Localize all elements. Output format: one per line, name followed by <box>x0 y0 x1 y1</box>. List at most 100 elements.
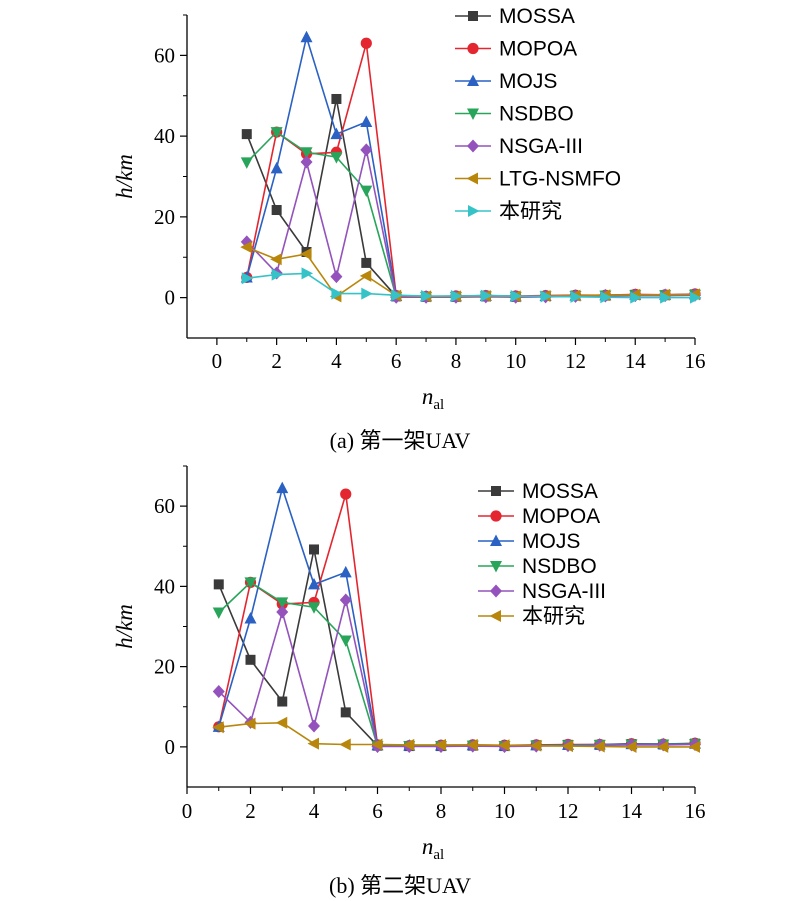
data-point <box>244 611 257 624</box>
y-axis-label: h/km <box>112 604 137 649</box>
data-point <box>300 147 313 159</box>
data-point <box>371 738 383 751</box>
data-point <box>308 602 320 614</box>
x-tick-label: 2 <box>271 349 282 373</box>
x-tick-label: 10 <box>505 349 526 373</box>
legend-marker <box>491 486 501 496</box>
series-line <box>246 98 696 298</box>
data-point <box>339 593 352 607</box>
data-point <box>308 719 320 733</box>
legend-marker <box>468 11 478 21</box>
data-point <box>241 272 254 285</box>
chart-panel-2: 0 2 4 6 8 10 12 14 16 0 20 40 60 h/km nal MOSSAMOPOAMOJ… <box>112 465 706 898</box>
data-point <box>480 289 493 302</box>
data-point <box>630 291 642 304</box>
data-point <box>360 115 373 127</box>
data-point <box>330 152 343 164</box>
data-point <box>307 737 319 750</box>
series-MOSSA <box>241 93 700 302</box>
x-tick-label: 10 <box>494 799 515 823</box>
legend-marker <box>490 584 502 598</box>
data-point <box>271 268 284 281</box>
data-point <box>421 290 433 303</box>
data-point <box>450 290 463 303</box>
legend-label: MOSSA <box>499 5 575 28</box>
x-tick-label: 8 <box>451 349 462 373</box>
figure-caption: (a) 第一架UAV <box>330 428 471 453</box>
legend-label: 本研究 <box>522 605 585 628</box>
series-NSGA-III <box>212 593 701 753</box>
y-tick-label: 0 <box>165 286 176 310</box>
data-point <box>340 707 351 718</box>
data-point <box>276 597 289 609</box>
data-point <box>660 291 672 304</box>
data-point <box>593 740 605 753</box>
data-point <box>240 241 252 254</box>
data-point <box>330 127 343 140</box>
data-point <box>359 269 372 282</box>
series-MOJS <box>212 481 701 751</box>
data-point <box>244 577 257 589</box>
data-point <box>529 739 542 752</box>
legend-marker <box>490 534 502 546</box>
x-tick-label: 12 <box>565 349 586 373</box>
data-point <box>339 565 352 578</box>
data-point <box>498 739 510 752</box>
x-tick-label: 4 <box>309 799 320 823</box>
legend-label: MOPOA <box>499 38 577 61</box>
data-point <box>361 287 373 300</box>
series-MOJS <box>240 30 701 302</box>
series-NSGA-III <box>240 143 701 304</box>
data-point <box>275 716 288 729</box>
x-tick-label: 8 <box>436 799 447 823</box>
y-axis-label: h/km <box>112 154 137 199</box>
legend-label: NSGA-III <box>499 135 583 158</box>
series-line <box>218 721 695 748</box>
data-point <box>244 717 256 730</box>
data-point <box>360 37 372 49</box>
x-tick-label: 0 <box>182 799 193 823</box>
data-point <box>300 30 313 43</box>
data-point <box>277 696 288 707</box>
data-point <box>340 488 352 500</box>
data-point <box>270 253 282 266</box>
data-point <box>245 654 256 665</box>
data-point <box>308 577 320 590</box>
data-point <box>213 579 224 590</box>
x-axis-label: nal <box>422 834 444 863</box>
data-point <box>360 185 373 198</box>
data-point <box>241 129 252 140</box>
series-本研究 <box>241 267 702 304</box>
legend: MOSSA MOPOA MOJS NSDBO NSGA-III LTG-NSMFO 本研究 <box>455 5 621 223</box>
data-point <box>360 143 373 157</box>
series-本研究 <box>212 716 700 753</box>
legend-marker <box>489 610 501 622</box>
data-point <box>625 740 637 753</box>
data-point <box>339 738 351 751</box>
series-line <box>218 493 696 747</box>
series-MOPOA <box>213 488 701 752</box>
data-point <box>540 290 553 303</box>
data-point <box>361 257 372 268</box>
legend-label: MOJS <box>522 530 580 553</box>
series-line <box>218 549 696 747</box>
data-point <box>510 290 523 303</box>
series-MOPOA <box>241 37 701 303</box>
data-point <box>656 740 669 753</box>
legend-label: MOJS <box>499 70 557 93</box>
data-point <box>240 157 253 169</box>
x-tick-label: 6 <box>391 349 402 373</box>
legend-label: 本研究 <box>499 200 562 223</box>
series-line <box>246 34 696 298</box>
data-point <box>270 127 283 139</box>
y-tick-label: 60 <box>154 43 175 67</box>
data-point <box>402 738 415 751</box>
data-point <box>331 93 342 104</box>
figure-caption: (b) 第二架UAV <box>329 873 471 898</box>
legend-marker <box>467 108 479 120</box>
data-point <box>331 287 343 300</box>
x-tick-label: 16 <box>685 799 706 823</box>
data-point <box>271 205 282 216</box>
chart-panel-1: 0 2 4 6 8 10 12 14 16 0 20 40 60 h/km nal MOSSA MOPOA MOJ… <box>112 5 706 453</box>
series-line <box>246 272 695 299</box>
